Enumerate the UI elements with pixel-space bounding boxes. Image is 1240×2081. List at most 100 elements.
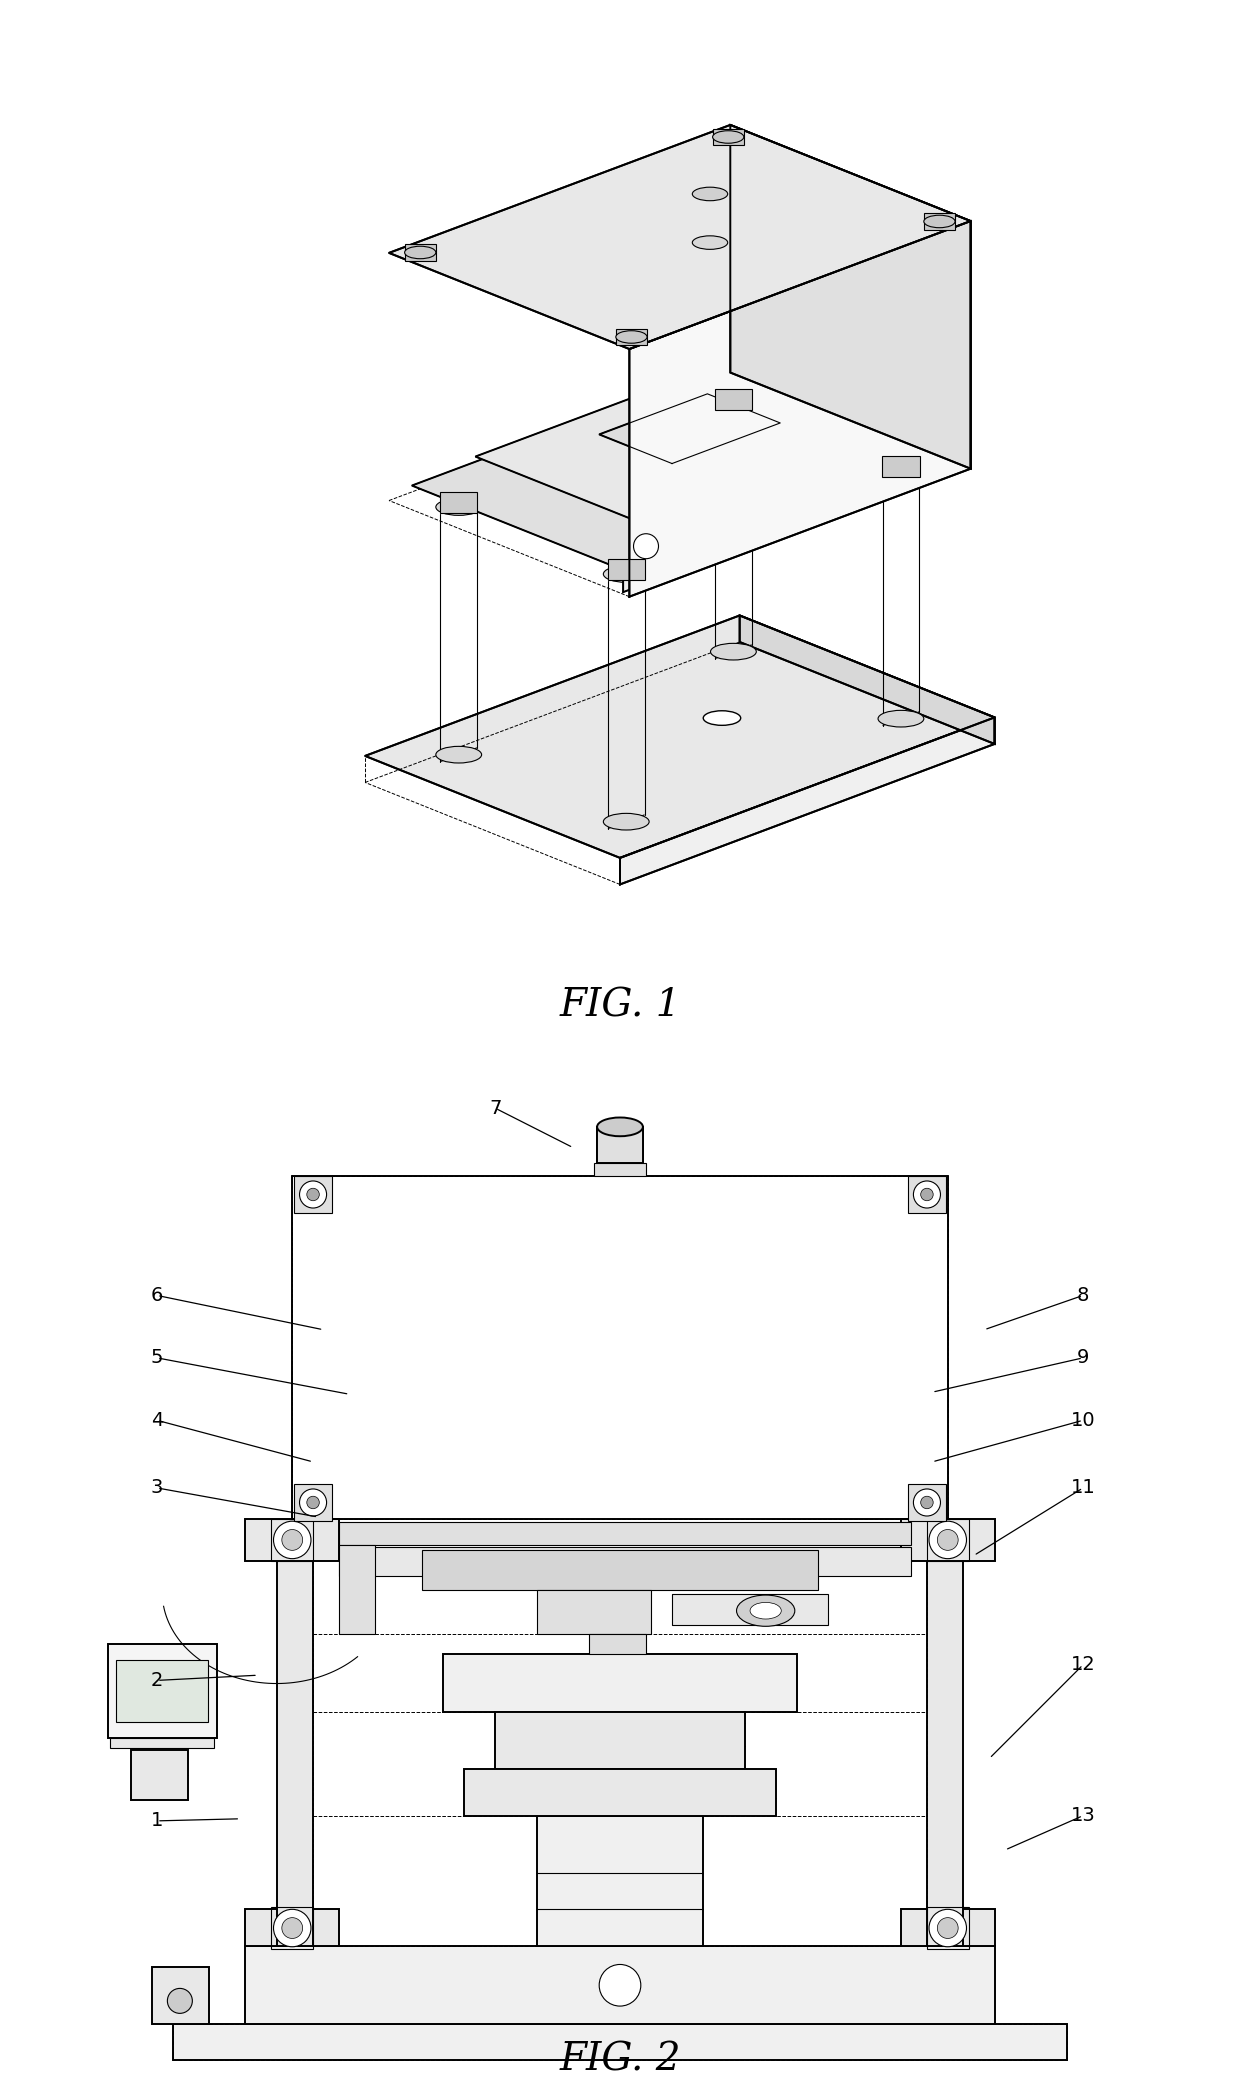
- Bar: [908, 1484, 946, 1521]
- Polygon shape: [389, 125, 971, 350]
- Ellipse shape: [692, 187, 728, 200]
- Bar: [294, 1176, 332, 1213]
- Bar: [537, 1815, 703, 1946]
- Ellipse shape: [924, 214, 955, 227]
- Bar: [589, 1634, 646, 1654]
- Ellipse shape: [929, 1910, 966, 1948]
- Bar: [277, 1536, 312, 1946]
- Bar: [339, 1523, 911, 1544]
- Ellipse shape: [404, 246, 435, 258]
- Ellipse shape: [599, 1964, 641, 2006]
- Bar: [246, 1910, 339, 1946]
- Bar: [928, 1536, 963, 1946]
- Ellipse shape: [692, 235, 728, 250]
- Bar: [404, 243, 435, 260]
- Text: 7: 7: [489, 1099, 501, 1117]
- Polygon shape: [365, 616, 994, 857]
- Bar: [108, 1644, 217, 1738]
- Polygon shape: [630, 221, 971, 597]
- Bar: [608, 560, 645, 581]
- Bar: [440, 493, 477, 514]
- Ellipse shape: [914, 1180, 940, 1207]
- Ellipse shape: [616, 331, 647, 343]
- Polygon shape: [412, 364, 947, 570]
- Ellipse shape: [711, 643, 756, 660]
- Ellipse shape: [713, 131, 744, 144]
- Ellipse shape: [281, 1530, 303, 1550]
- Bar: [672, 1594, 828, 1625]
- Bar: [131, 1750, 188, 1800]
- Ellipse shape: [878, 710, 924, 726]
- Text: 5: 5: [151, 1348, 164, 1367]
- Ellipse shape: [306, 1496, 319, 1509]
- Bar: [713, 129, 744, 146]
- Bar: [908, 1176, 946, 1213]
- Bar: [598, 1126, 642, 1163]
- Bar: [901, 1910, 994, 1946]
- Text: 9: 9: [1076, 1348, 1089, 1367]
- Ellipse shape: [300, 1180, 326, 1207]
- Ellipse shape: [274, 1910, 311, 1948]
- Ellipse shape: [435, 499, 481, 516]
- Bar: [339, 1546, 911, 1577]
- Ellipse shape: [604, 814, 649, 830]
- Ellipse shape: [167, 1989, 192, 2014]
- Text: 3: 3: [151, 1478, 164, 1498]
- Ellipse shape: [435, 747, 481, 764]
- Ellipse shape: [598, 1117, 642, 1136]
- Ellipse shape: [878, 462, 924, 479]
- Bar: [172, 2023, 1068, 2060]
- Text: FIG. 1: FIG. 1: [559, 988, 681, 1024]
- Ellipse shape: [937, 1530, 959, 1550]
- Bar: [464, 1769, 776, 1815]
- Bar: [117, 1661, 208, 1721]
- Text: FIG. 2: FIG. 2: [559, 2041, 681, 2079]
- Ellipse shape: [750, 1602, 781, 1619]
- Text: 8: 8: [1076, 1286, 1089, 1305]
- Ellipse shape: [703, 712, 740, 726]
- Bar: [443, 1654, 797, 1711]
- Bar: [110, 1738, 215, 1748]
- Bar: [495, 1711, 745, 1769]
- Polygon shape: [737, 364, 947, 470]
- Polygon shape: [642, 439, 868, 545]
- Polygon shape: [730, 125, 971, 468]
- Text: 4: 4: [151, 1411, 164, 1430]
- Text: 11: 11: [1070, 1478, 1095, 1498]
- Bar: [714, 389, 753, 410]
- Ellipse shape: [921, 1188, 934, 1201]
- Ellipse shape: [737, 1594, 795, 1627]
- Ellipse shape: [937, 1919, 959, 1939]
- Text: 6: 6: [151, 1286, 164, 1305]
- Bar: [882, 456, 920, 477]
- Ellipse shape: [929, 1521, 966, 1559]
- Ellipse shape: [914, 1490, 940, 1515]
- Bar: [339, 1544, 376, 1634]
- Ellipse shape: [921, 1496, 934, 1509]
- Bar: [616, 329, 647, 345]
- Bar: [537, 1590, 651, 1634]
- Bar: [294, 1484, 332, 1521]
- Bar: [901, 1519, 994, 1561]
- Ellipse shape: [711, 395, 756, 412]
- Text: 13: 13: [1070, 1806, 1095, 1825]
- Bar: [151, 1967, 210, 2023]
- Ellipse shape: [274, 1521, 311, 1559]
- Bar: [272, 1906, 312, 1948]
- Bar: [928, 1906, 968, 1948]
- Polygon shape: [620, 718, 994, 884]
- Polygon shape: [739, 616, 994, 743]
- Polygon shape: [624, 447, 947, 593]
- Bar: [423, 1550, 817, 1590]
- Bar: [293, 1176, 947, 1519]
- Bar: [594, 1163, 646, 1176]
- Polygon shape: [475, 372, 868, 524]
- Polygon shape: [599, 393, 780, 464]
- Ellipse shape: [604, 566, 649, 583]
- Bar: [272, 1519, 312, 1561]
- Ellipse shape: [634, 533, 658, 558]
- Bar: [928, 1519, 968, 1561]
- Bar: [246, 1946, 994, 2023]
- Ellipse shape: [281, 1919, 303, 1939]
- Text: 12: 12: [1070, 1654, 1095, 1675]
